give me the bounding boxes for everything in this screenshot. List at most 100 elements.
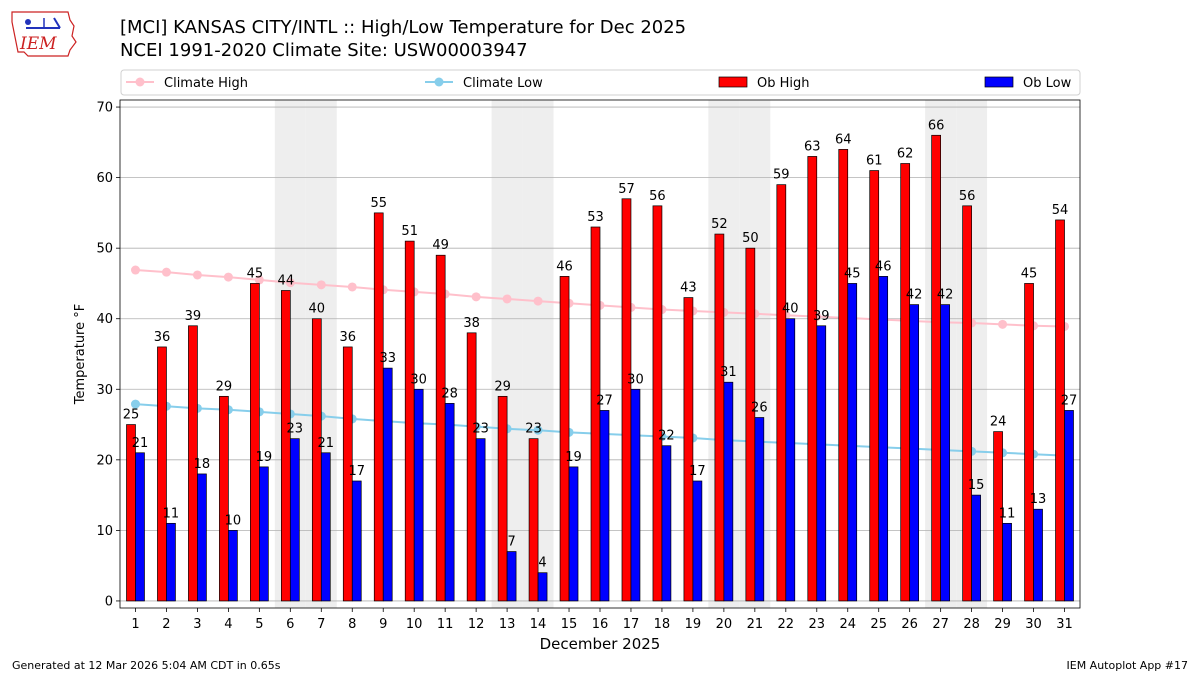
ob-high-label: 66 [928,118,945,133]
ob-low-label: 30 [627,372,644,387]
climate-low-point [130,399,140,409]
ob-high-bar [311,318,322,602]
ob-high-label: 40 [309,302,326,317]
x-tick-label: 28 [963,617,980,632]
ob-high-label: 39 [185,309,202,324]
climate-high-point [130,265,140,275]
x-tick-label: 25 [870,617,887,632]
ob-low-bar [197,473,207,602]
ob-low-bar [1033,508,1043,602]
climate-high-point [998,319,1008,329]
ob-low-bar [723,381,734,602]
iem-logo: IEM [8,6,80,60]
generated-timestamp: Generated at 12 Mar 2026 5:04 AM CDT in … [12,659,281,672]
ob-high-bar [900,163,911,602]
ob-high-label: 59 [773,168,790,183]
x-tick-label: 2 [162,617,170,632]
x-tick-label: 9 [379,617,387,632]
ob-high-label: 54 [1052,203,1069,218]
ob-high-bar [590,226,601,602]
ob-high-label: 29 [494,379,511,394]
ob-low-bar [754,417,765,602]
legend: Climate High Climate Low Ob High Ob Low [120,69,1081,96]
x-tick-label: 20 [716,617,733,632]
x-tick-label: 7 [317,617,325,632]
ob-high-bar [838,149,849,602]
ob-low-label: 42 [906,288,923,303]
ob-low-bar [599,410,610,602]
ob-high-bar [342,346,353,602]
x-tick-label: 13 [499,617,516,632]
ob-high-bar [250,283,260,602]
x-tick-label: 4 [224,617,232,632]
ob-low-label: 11 [163,506,180,521]
ob-high-bar [373,212,384,602]
bar-value-labels: 25 21 36 11 39 18 29 10 45 19 44 23 40 21 36 17 55 33 51 30… [123,118,1078,570]
x-tick-label: 18 [654,617,671,632]
ob-high-bar [126,424,136,602]
chart-subtitle: NCEI 1991-2020 Climate Site: USW00003947 [120,40,528,61]
ob-high-bar [652,205,663,602]
chart-title: [MCI] KANSAS CITY/INTL :: High/Low Tempe… [120,17,687,38]
ob-low-label: 42 [937,288,954,303]
y-axis-label: Temperature °F [73,304,88,405]
app-credit: IEM Autoplot App #17 [1066,659,1189,672]
y-tick-label: 40 [96,312,113,327]
ob-low-bar [475,438,486,602]
ob-low-label: 23 [287,422,304,437]
x-tick-label: 23 [809,617,826,632]
y-tick-label: 10 [96,524,113,539]
ob-high-label: 36 [154,330,171,345]
ob-low-label: 45 [844,266,861,281]
ob-low-label: 30 [410,372,427,387]
ob-high-label: 52 [711,217,728,232]
ob-low-bar [878,276,889,602]
ob-low-label: 17 [348,464,365,479]
ob-low-bar [568,466,579,602]
legend-bar-swatch [984,76,1014,88]
ob-low-bar [413,388,424,602]
ob-high-bar [497,395,508,602]
ob-low-bar [382,367,393,602]
ob-low-bar [630,388,641,602]
climate-high-point [223,272,233,282]
x-axis-label: December 2025 [540,635,661,653]
ob-low-label: 10 [225,513,242,528]
ob-low-label: 13 [1030,492,1047,507]
legend-bar-swatch [718,76,748,88]
ob-high-label: 56 [649,189,666,204]
ob-high-label: 55 [370,196,387,211]
ob-low-bar [661,445,672,602]
climate-high-point [254,275,264,285]
x-tick-label: 6 [286,617,294,632]
ob-high-bar [528,438,539,602]
ob-high-bar [435,254,446,602]
ob-high-bar [931,134,941,602]
y-tick-label: 0 [105,594,113,609]
ob-low-bar [444,403,455,602]
ob-high-bar [1024,283,1034,602]
climate-high-point [285,278,295,288]
ob-high-label: 24 [990,415,1007,430]
ob-low-label: 11 [999,506,1016,521]
ob-low-bar [1064,410,1074,602]
ob-high-label: 63 [804,139,821,154]
logo-text: IEM [19,34,57,54]
ob-low-bar [166,522,176,602]
ob-low-label: 31 [720,365,737,380]
x-tick-label: 24 [839,617,856,632]
ob-high-label: 45 [1021,266,1038,281]
ob-high-label: 44 [278,274,295,289]
ob-low-bar [1002,522,1012,602]
ob-low-label: 18 [194,457,211,472]
ob-high-bar [869,170,880,602]
ob-high-label: 46 [556,259,573,274]
ob-high-bar [157,346,167,602]
ob-low-bar [785,318,796,602]
ob-high-label: 56 [959,189,976,204]
climate-low-point [533,425,543,435]
x-tick-label: 19 [685,617,702,632]
ob-low-label: 33 [379,351,396,366]
x-tick-label: 8 [348,617,356,632]
ob-low-label: 21 [132,436,149,451]
